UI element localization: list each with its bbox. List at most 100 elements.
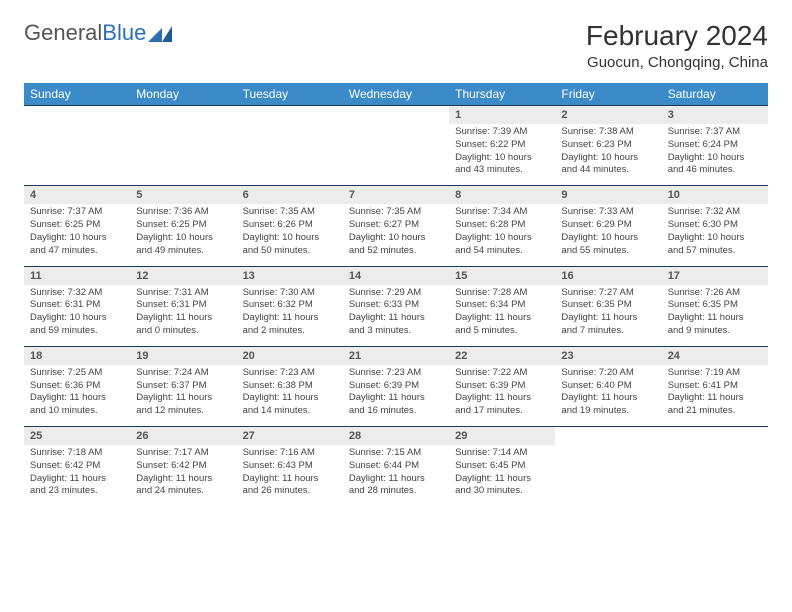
daylight2-text: and 59 minutes. (30, 325, 124, 338)
day-number-cell: 25 (24, 427, 130, 446)
day-number-cell: 16 (555, 266, 661, 285)
day-content-cell: Sunrise: 7:23 AMSunset: 6:38 PMDaylight:… (237, 365, 343, 427)
sunrise-text: Sunrise: 7:15 AM (349, 447, 443, 460)
sunrise-text: Sunrise: 7:19 AM (668, 367, 762, 380)
day-content-cell (130, 124, 236, 186)
day-content-row: Sunrise: 7:37 AMSunset: 6:25 PMDaylight:… (24, 204, 768, 266)
daylight1-text: Daylight: 11 hours (243, 312, 337, 325)
day-content-cell: Sunrise: 7:37 AMSunset: 6:24 PMDaylight:… (662, 124, 768, 186)
daylight2-text: and 54 minutes. (455, 245, 549, 258)
sunrise-text: Sunrise: 7:24 AM (136, 367, 230, 380)
sunset-text: Sunset: 6:36 PM (30, 380, 124, 393)
daylight2-text: and 46 minutes. (668, 164, 762, 177)
day-number-cell: 12 (130, 266, 236, 285)
daylight1-text: Daylight: 11 hours (455, 473, 549, 486)
day-number-cell: 15 (449, 266, 555, 285)
day-number-row: 45678910 (24, 186, 768, 205)
daylight1-text: Daylight: 11 hours (668, 392, 762, 405)
weekday-header: Wednesday (343, 83, 449, 106)
day-number-cell: 22 (449, 346, 555, 365)
sunrise-text: Sunrise: 7:35 AM (243, 206, 337, 219)
sunrise-text: Sunrise: 7:18 AM (30, 447, 124, 460)
day-content-cell: Sunrise: 7:24 AMSunset: 6:37 PMDaylight:… (130, 365, 236, 427)
day-number-cell (343, 106, 449, 125)
sunrise-text: Sunrise: 7:39 AM (455, 126, 549, 139)
sunset-text: Sunset: 6:39 PM (455, 380, 549, 393)
day-content-cell: Sunrise: 7:35 AMSunset: 6:26 PMDaylight:… (237, 204, 343, 266)
sunset-text: Sunset: 6:42 PM (30, 460, 124, 473)
daylight1-text: Daylight: 10 hours (668, 232, 762, 245)
day-content-cell: Sunrise: 7:38 AMSunset: 6:23 PMDaylight:… (555, 124, 661, 186)
day-number-cell: 21 (343, 346, 449, 365)
day-content-cell: Sunrise: 7:17 AMSunset: 6:42 PMDaylight:… (130, 445, 236, 506)
sunset-text: Sunset: 6:27 PM (349, 219, 443, 232)
calendar-table: Sunday Monday Tuesday Wednesday Thursday… (24, 83, 768, 506)
daylight2-text: and 47 minutes. (30, 245, 124, 258)
sunrise-text: Sunrise: 7:16 AM (243, 447, 337, 460)
sunset-text: Sunset: 6:37 PM (136, 380, 230, 393)
day-content-cell (555, 445, 661, 506)
sunset-text: Sunset: 6:30 PM (668, 219, 762, 232)
daylight1-text: Daylight: 11 hours (136, 312, 230, 325)
daylight2-text: and 14 minutes. (243, 405, 337, 418)
sunset-text: Sunset: 6:35 PM (561, 299, 655, 312)
daylight2-text: and 57 minutes. (668, 245, 762, 258)
daylight2-text: and 44 minutes. (561, 164, 655, 177)
sunset-text: Sunset: 6:41 PM (668, 380, 762, 393)
day-content-cell: Sunrise: 7:28 AMSunset: 6:34 PMDaylight:… (449, 285, 555, 347)
sunrise-text: Sunrise: 7:33 AM (561, 206, 655, 219)
day-content-cell: Sunrise: 7:33 AMSunset: 6:29 PMDaylight:… (555, 204, 661, 266)
daylight2-text: and 7 minutes. (561, 325, 655, 338)
sunrise-text: Sunrise: 7:22 AM (455, 367, 549, 380)
daylight1-text: Daylight: 10 hours (30, 232, 124, 245)
logo-icon (148, 24, 176, 42)
sunset-text: Sunset: 6:38 PM (243, 380, 337, 393)
sunrise-text: Sunrise: 7:37 AM (30, 206, 124, 219)
day-content-row: Sunrise: 7:25 AMSunset: 6:36 PMDaylight:… (24, 365, 768, 427)
weekday-header: Monday (130, 83, 236, 106)
day-number-cell: 4 (24, 186, 130, 205)
daylight1-text: Daylight: 10 hours (243, 232, 337, 245)
day-content-cell: Sunrise: 7:14 AMSunset: 6:45 PMDaylight:… (449, 445, 555, 506)
daylight1-text: Daylight: 10 hours (455, 232, 549, 245)
daylight2-text: and 3 minutes. (349, 325, 443, 338)
daylight1-text: Daylight: 10 hours (136, 232, 230, 245)
daylight1-text: Daylight: 11 hours (349, 392, 443, 405)
title-block: February 2024 Guocun, Chongqing, China (586, 20, 768, 71)
sunrise-text: Sunrise: 7:20 AM (561, 367, 655, 380)
day-number-cell: 6 (237, 186, 343, 205)
sunset-text: Sunset: 6:28 PM (455, 219, 549, 232)
page-header: GeneralBlue February 2024 Guocun, Chongq… (24, 20, 768, 71)
day-content-cell: Sunrise: 7:18 AMSunset: 6:42 PMDaylight:… (24, 445, 130, 506)
month-title: February 2024 (586, 20, 768, 52)
sunset-text: Sunset: 6:34 PM (455, 299, 549, 312)
daylight2-text: and 19 minutes. (561, 405, 655, 418)
daylight2-text: and 0 minutes. (136, 325, 230, 338)
daylight1-text: Daylight: 10 hours (349, 232, 443, 245)
day-content-cell: Sunrise: 7:34 AMSunset: 6:28 PMDaylight:… (449, 204, 555, 266)
daylight1-text: Daylight: 10 hours (30, 312, 124, 325)
daylight1-text: Daylight: 11 hours (561, 312, 655, 325)
sunset-text: Sunset: 6:26 PM (243, 219, 337, 232)
day-number-cell: 10 (662, 186, 768, 205)
daylight2-text: and 16 minutes. (349, 405, 443, 418)
day-content-cell: Sunrise: 7:23 AMSunset: 6:39 PMDaylight:… (343, 365, 449, 427)
weekday-header: Saturday (662, 83, 768, 106)
day-content-cell: Sunrise: 7:35 AMSunset: 6:27 PMDaylight:… (343, 204, 449, 266)
day-number-row: 11121314151617 (24, 266, 768, 285)
day-content-cell: Sunrise: 7:20 AMSunset: 6:40 PMDaylight:… (555, 365, 661, 427)
day-content-cell: Sunrise: 7:22 AMSunset: 6:39 PMDaylight:… (449, 365, 555, 427)
sunset-text: Sunset: 6:43 PM (243, 460, 337, 473)
sunset-text: Sunset: 6:42 PM (136, 460, 230, 473)
day-number-cell: 14 (343, 266, 449, 285)
day-content-cell (662, 445, 768, 506)
sunrise-text: Sunrise: 7:31 AM (136, 287, 230, 300)
day-content-cell: Sunrise: 7:26 AMSunset: 6:35 PMDaylight:… (662, 285, 768, 347)
daylight2-text: and 28 minutes. (349, 485, 443, 498)
weekday-header-row: Sunday Monday Tuesday Wednesday Thursday… (24, 83, 768, 106)
day-content-cell: Sunrise: 7:31 AMSunset: 6:31 PMDaylight:… (130, 285, 236, 347)
sunset-text: Sunset: 6:24 PM (668, 139, 762, 152)
daylight1-text: Daylight: 10 hours (561, 152, 655, 165)
day-content-cell: Sunrise: 7:36 AMSunset: 6:25 PMDaylight:… (130, 204, 236, 266)
logo-text-1: General (24, 20, 102, 46)
